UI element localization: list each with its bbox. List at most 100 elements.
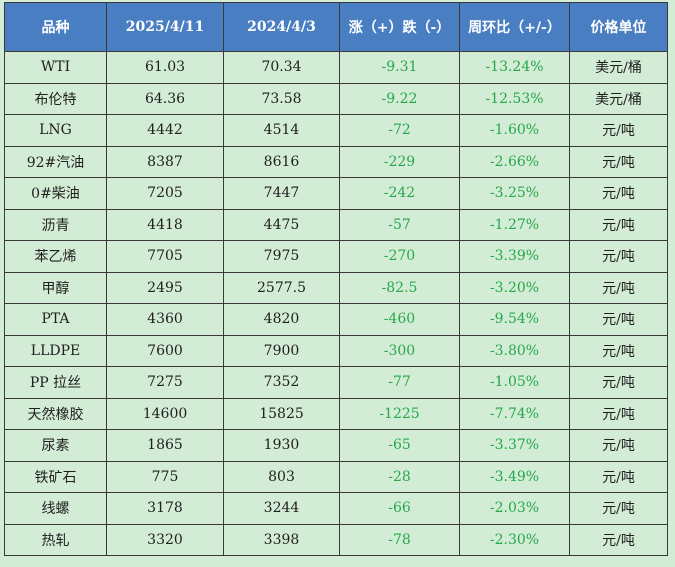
table-row: 尿素 1865 1930 -65 -3.37% 元/吨 bbox=[4, 429, 668, 462]
previous-price-cell: 803 bbox=[223, 460, 340, 493]
unit-cell: 元/吨 bbox=[569, 334, 668, 367]
unit-cell: 元/吨 bbox=[569, 397, 668, 430]
product-cell: 布伦特 bbox=[4, 82, 107, 115]
change-cell: -1225 bbox=[339, 397, 460, 430]
previous-price-cell: 4514 bbox=[223, 114, 340, 147]
product-cell: 天然橡胶 bbox=[4, 397, 107, 430]
unit-cell: 美元/桶 bbox=[569, 82, 668, 115]
week-pct-cell: -3.37% bbox=[459, 429, 570, 462]
table-row: 铁矿石 775 803 -28 -3.49% 元/吨 bbox=[4, 460, 668, 493]
current-price-cell: 8387 bbox=[106, 145, 224, 178]
product-cell: WTI bbox=[4, 51, 107, 84]
previous-price-cell: 3398 bbox=[223, 523, 340, 556]
current-price-cell: 775 bbox=[106, 460, 224, 493]
product-cell: 沥青 bbox=[4, 208, 107, 241]
product-cell: 苯乙烯 bbox=[4, 240, 107, 273]
change-cell: -242 bbox=[339, 177, 460, 210]
change-cell: -82.5 bbox=[339, 271, 460, 304]
change-cell: -66 bbox=[339, 492, 460, 525]
unit-cell: 元/吨 bbox=[569, 492, 668, 525]
previous-price-cell: 7975 bbox=[223, 240, 340, 273]
table-row: 布伦特 64.36 73.58 -9.22 -12.53% 美元/桶 bbox=[4, 82, 668, 115]
header-previous-date: 2024/4/3 bbox=[223, 2, 340, 52]
unit-cell: 元/吨 bbox=[569, 177, 668, 210]
previous-price-cell: 7447 bbox=[223, 177, 340, 210]
table-row: 甲醇 2495 2577.5 -82.5 -3.20% 元/吨 bbox=[4, 271, 668, 304]
unit-cell: 元/吨 bbox=[569, 271, 668, 304]
week-pct-cell: -1.05% bbox=[459, 366, 570, 399]
commodity-price-table: 品种 2025/4/11 2024/4/3 涨（+）跌（-） 周环比（+/-） … bbox=[4, 2, 668, 556]
previous-price-cell: 7352 bbox=[223, 366, 340, 399]
table-row: 沥青 4418 4475 -57 -1.27% 元/吨 bbox=[4, 208, 668, 241]
product-cell: 线螺 bbox=[4, 492, 107, 525]
current-price-cell: 61.03 bbox=[106, 51, 224, 84]
table-row: LNG 4442 4514 -72 -1.60% 元/吨 bbox=[4, 114, 668, 147]
current-price-cell: 7600 bbox=[106, 334, 224, 367]
header-product: 品种 bbox=[4, 2, 107, 52]
week-pct-cell: -3.49% bbox=[459, 460, 570, 493]
table-row: 0#柴油 7205 7447 -242 -3.25% 元/吨 bbox=[4, 177, 668, 210]
change-cell: -57 bbox=[339, 208, 460, 241]
product-cell: 92#汽油 bbox=[4, 145, 107, 178]
unit-cell: 元/吨 bbox=[569, 114, 668, 147]
week-pct-cell: -2.66% bbox=[459, 145, 570, 178]
table-row: WTI 61.03 70.34 -9.31 -13.24% 美元/桶 bbox=[4, 51, 668, 84]
current-price-cell: 7205 bbox=[106, 177, 224, 210]
previous-price-cell: 4820 bbox=[223, 303, 340, 336]
header-unit: 价格单位 bbox=[569, 2, 668, 52]
previous-price-cell: 1930 bbox=[223, 429, 340, 462]
previous-price-cell: 70.34 bbox=[223, 51, 340, 84]
change-cell: -72 bbox=[339, 114, 460, 147]
previous-price-cell: 2577.5 bbox=[223, 271, 340, 304]
unit-cell: 元/吨 bbox=[569, 208, 668, 241]
table-row: 苯乙烯 7705 7975 -270 -3.39% 元/吨 bbox=[4, 240, 668, 273]
table-row: 热轧 3320 3398 -78 -2.30% 元/吨 bbox=[4, 523, 668, 556]
change-cell: -9.22 bbox=[339, 82, 460, 115]
product-cell: 铁矿石 bbox=[4, 460, 107, 493]
current-price-cell: 64.36 bbox=[106, 82, 224, 115]
week-pct-cell: -12.53% bbox=[459, 82, 570, 115]
current-price-cell: 3320 bbox=[106, 523, 224, 556]
current-price-cell: 3178 bbox=[106, 492, 224, 525]
week-pct-cell: -2.30% bbox=[459, 523, 570, 556]
change-cell: -270 bbox=[339, 240, 460, 273]
change-cell: -300 bbox=[339, 334, 460, 367]
unit-cell: 元/吨 bbox=[569, 523, 668, 556]
change-cell: -9.31 bbox=[339, 51, 460, 84]
change-cell: -28 bbox=[339, 460, 460, 493]
header-row: 品种 2025/4/11 2024/4/3 涨（+）跌（-） 周环比（+/-） … bbox=[4, 2, 668, 52]
unit-cell: 美元/桶 bbox=[569, 51, 668, 84]
week-pct-cell: -3.39% bbox=[459, 240, 570, 273]
current-price-cell: 7275 bbox=[106, 366, 224, 399]
table-row: LLDPE 7600 7900 -300 -3.80% 元/吨 bbox=[4, 334, 668, 367]
change-cell: -77 bbox=[339, 366, 460, 399]
header-change: 涨（+）跌（-） bbox=[339, 2, 460, 52]
unit-cell: 元/吨 bbox=[569, 303, 668, 336]
week-pct-cell: -7.74% bbox=[459, 397, 570, 430]
previous-price-cell: 7900 bbox=[223, 334, 340, 367]
unit-cell: 元/吨 bbox=[569, 366, 668, 399]
week-pct-cell: -3.25% bbox=[459, 177, 570, 210]
change-cell: -65 bbox=[339, 429, 460, 462]
previous-price-cell: 73.58 bbox=[223, 82, 340, 115]
price-table-container: 品种 2025/4/11 2024/4/3 涨（+）跌（-） 周环比（+/-） … bbox=[4, 2, 668, 556]
current-price-cell: 4418 bbox=[106, 208, 224, 241]
product-cell: LLDPE bbox=[4, 334, 107, 367]
change-cell: -78 bbox=[339, 523, 460, 556]
header-week-pct: 周环比（+/-） bbox=[459, 2, 570, 52]
previous-price-cell: 15825 bbox=[223, 397, 340, 430]
unit-cell: 元/吨 bbox=[569, 145, 668, 178]
product-cell: PTA bbox=[4, 303, 107, 336]
previous-price-cell: 8616 bbox=[223, 145, 340, 178]
change-cell: -460 bbox=[339, 303, 460, 336]
unit-cell: 元/吨 bbox=[569, 460, 668, 493]
unit-cell: 元/吨 bbox=[569, 240, 668, 273]
week-pct-cell: -1.27% bbox=[459, 208, 570, 241]
table-row: PP 拉丝 7275 7352 -77 -1.05% 元/吨 bbox=[4, 366, 668, 399]
product-cell: LNG bbox=[4, 114, 107, 147]
week-pct-cell: -9.54% bbox=[459, 303, 570, 336]
current-price-cell: 2495 bbox=[106, 271, 224, 304]
current-price-cell: 4360 bbox=[106, 303, 224, 336]
product-cell: 甲醇 bbox=[4, 271, 107, 304]
table-row: 92#汽油 8387 8616 -229 -2.66% 元/吨 bbox=[4, 145, 668, 178]
